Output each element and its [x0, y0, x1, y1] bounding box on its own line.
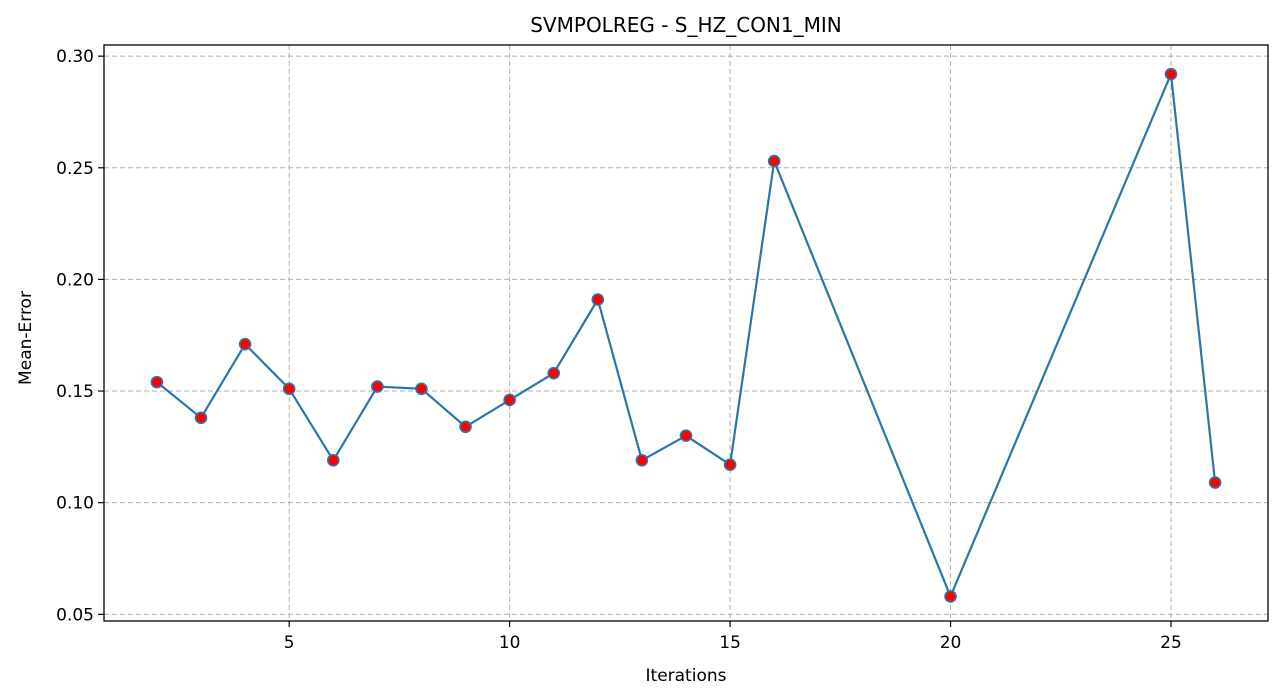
y-tick-label: 0.25 [56, 159, 94, 179]
series-layer [150, 67, 1222, 603]
data-point [944, 590, 957, 603]
y-tick-label: 0.30 [56, 47, 94, 67]
data-point [194, 411, 208, 425]
data-point [282, 382, 296, 396]
data-point [326, 453, 340, 467]
plot-frame [103, 44, 1269, 622]
data-point [503, 393, 516, 407]
data-point [723, 458, 737, 472]
data-point [767, 154, 781, 168]
x-axis-label: Iterations [646, 666, 727, 686]
x-tick-label: 10 [499, 633, 521, 653]
data-point [415, 382, 428, 396]
y-tick-label: 0.20 [56, 270, 94, 290]
y-tick-label: 0.15 [56, 382, 94, 402]
chart-title: SVMPOLREG - S_HZ_CON1_MIN [530, 13, 841, 37]
data-point [238, 337, 252, 351]
x-tick-label: 25 [1160, 633, 1182, 653]
series-line [156, 72, 1217, 598]
data-point [635, 453, 649, 467]
grid [104, 45, 1268, 621]
data-point [591, 293, 605, 306]
y-tick-label: 0.10 [56, 494, 94, 514]
data-point [547, 366, 561, 380]
data-point [459, 420, 472, 434]
data-point [150, 375, 164, 389]
y-tick-label: 0.05 [56, 605, 94, 625]
x-tick-label: 20 [940, 633, 962, 653]
data-point [1164, 67, 1178, 81]
x-tick-label: 5 [284, 633, 295, 653]
data-point [1208, 476, 1222, 489]
data-point [371, 380, 384, 393]
x-tick-label: 15 [719, 633, 741, 653]
ticks: 5 10 15 20 25 0.05 0.10 0.15 0.20 0.25 0.30 [56, 47, 1182, 653]
y-axis-label: Mean-Error [16, 291, 36, 385]
data-point [679, 429, 693, 442]
